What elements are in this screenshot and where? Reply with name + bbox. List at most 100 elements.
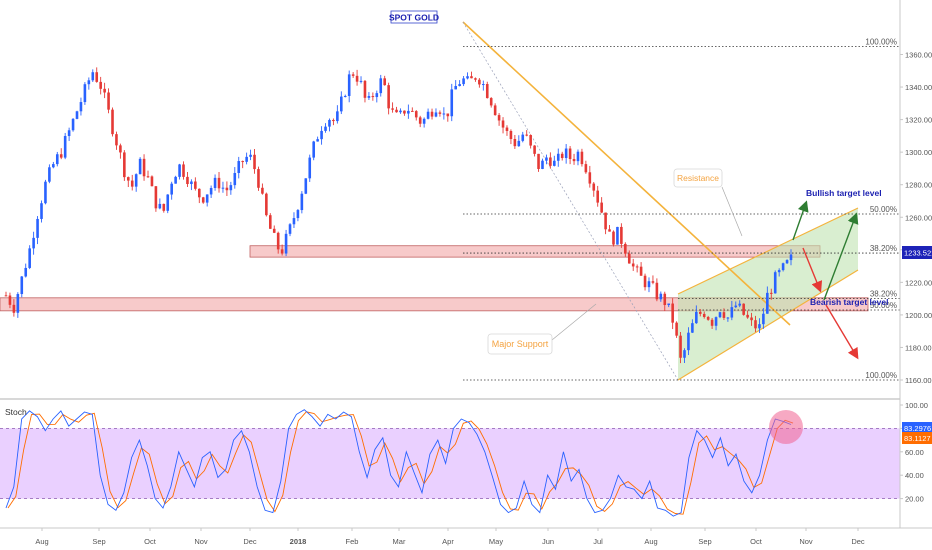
major-support-label-box	[487, 333, 553, 355]
candle-body	[407, 110, 410, 114]
candle-body	[627, 253, 631, 264]
candle-body	[604, 212, 607, 230]
price-tick-label: 1360.00	[905, 51, 932, 60]
candle-body	[592, 183, 596, 191]
candle-body	[130, 180, 134, 187]
candle-body	[616, 226, 619, 245]
candle-body	[497, 115, 501, 121]
candle-body	[659, 293, 663, 300]
candle-body	[533, 145, 536, 154]
candle-body	[150, 176, 154, 187]
fib-50-upper-label: 50.00%	[870, 205, 897, 214]
candle-body	[55, 154, 59, 165]
candle-body	[300, 193, 304, 211]
fib-38-upper-label: 38.20%	[870, 244, 897, 253]
candle-body	[600, 202, 603, 213]
major-support-label: Major Support	[492, 339, 549, 349]
candle-body	[87, 80, 91, 85]
candle-body	[698, 311, 702, 314]
candle-body	[584, 164, 588, 173]
candle-body	[434, 112, 438, 117]
candle-body	[316, 139, 319, 142]
candle-body	[138, 158, 142, 175]
stoch-title: Stoch	[5, 407, 27, 417]
resistance-label-box	[673, 168, 723, 188]
stoch-k-tag	[902, 422, 932, 434]
candle-body	[702, 313, 706, 317]
bearish-target-label: Bearish target level	[810, 297, 888, 307]
candle-body	[91, 72, 95, 81]
candle-body	[24, 267, 28, 277]
candle-body	[521, 134, 525, 141]
candle-body	[304, 178, 308, 194]
candle-body	[478, 79, 481, 85]
candle-body	[501, 120, 505, 128]
candle-body	[44, 181, 47, 204]
candle-body	[730, 307, 734, 318]
candle-body	[635, 266, 639, 268]
candle-body	[470, 76, 473, 79]
candle-body	[320, 130, 323, 140]
time-tick-label: Dec	[851, 537, 865, 546]
candle-body	[576, 151, 580, 162]
price-tick-label: 1180.00	[905, 343, 932, 352]
candle-body	[355, 75, 359, 82]
resistance-zone	[249, 245, 821, 258]
candle-body	[103, 88, 106, 93]
candle-body	[738, 303, 742, 306]
candle-body	[308, 157, 312, 179]
candle-body	[48, 167, 51, 182]
candle-body	[221, 187, 225, 189]
time-tick-label: Nov	[194, 537, 208, 546]
fib-diagonal	[462, 21, 679, 381]
zones-layer	[0, 245, 869, 312]
candle-body	[687, 332, 690, 351]
candle-body	[762, 313, 765, 325]
candle-body	[718, 312, 722, 318]
candle-body	[553, 160, 556, 166]
candle-body	[276, 232, 280, 250]
candle-body	[545, 157, 548, 161]
candle-body	[233, 173, 237, 186]
candle-body	[710, 319, 714, 326]
price-tick-label: 1260.00	[905, 213, 932, 222]
candle-body	[489, 98, 493, 106]
candle-body	[166, 194, 170, 211]
candle-body	[714, 317, 718, 326]
candle-body	[647, 281, 651, 288]
candle-body	[785, 260, 789, 264]
candle-body	[126, 177, 130, 181]
candle-body	[399, 110, 402, 113]
candle-body	[265, 193, 268, 216]
candle-body	[158, 203, 162, 209]
time-tick-label: Nov	[799, 537, 813, 546]
candle-body	[442, 113, 446, 115]
candle-body	[482, 84, 485, 86]
candle-body	[119, 145, 122, 153]
candle-body	[639, 266, 643, 276]
chart-title: SPOT GOLD	[389, 13, 439, 23]
channel-upper-line	[677, 207, 859, 295]
bullish-arrow-long	[823, 212, 859, 301]
price-tick-label: 1200.00	[905, 311, 932, 320]
candle-body	[312, 141, 315, 158]
last-price-value: 1233.521	[904, 249, 932, 258]
candle-body	[758, 324, 761, 329]
candle-body	[596, 190, 600, 203]
bullish-target-label: Bullish target level	[806, 188, 882, 198]
candle-body	[446, 113, 450, 117]
candle-body	[142, 158, 146, 177]
candle-body	[454, 86, 457, 90]
candle-body	[679, 335, 682, 358]
candle-body	[777, 270, 781, 273]
candle-body	[742, 303, 745, 315]
stoch-tick-label: 20.00	[905, 495, 924, 504]
candle-body	[706, 316, 710, 320]
last-price-tag	[902, 246, 932, 259]
candle-body	[450, 89, 454, 117]
candle-body	[675, 322, 678, 336]
time-tick-label: Oct	[144, 537, 157, 546]
time-tick-label: Feb	[346, 537, 359, 546]
candle-body	[75, 111, 79, 119]
